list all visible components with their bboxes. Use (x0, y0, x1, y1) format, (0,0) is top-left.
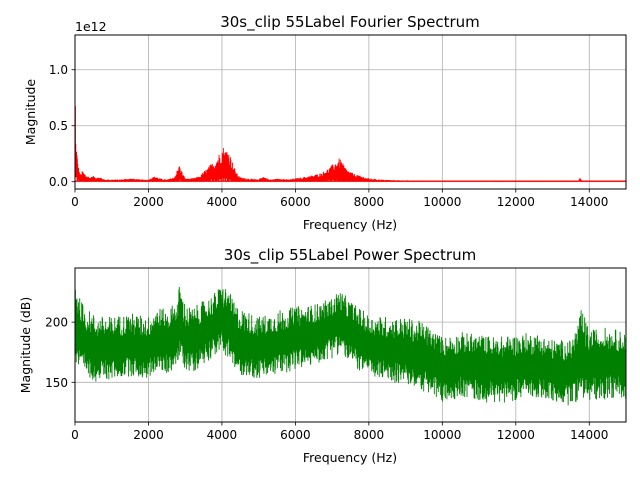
fourier-offset-label: 1e12 (75, 19, 107, 34)
fourier-xlabel: Frequency (Hz) (303, 217, 397, 232)
fourier-ytick-label: 0.0 (49, 175, 68, 189)
power-ytick-label: 150 (45, 376, 68, 390)
fourier-axes-frame (74, 34, 627, 190)
fourier-xtick-label: 4000 (207, 195, 238, 209)
fourier-xtick-label: 12000 (497, 195, 535, 209)
power-ylabel: Magnitude (dB) (18, 297, 33, 393)
fourier-xtick-label: 10000 (423, 195, 461, 209)
power-title: 30s_clip 55Label Power Spectrum (224, 246, 476, 265)
fourier-xtick-label: 0 (71, 195, 79, 209)
fourier-title: 30s_clip 55Label Fourier Spectrum (220, 13, 480, 32)
power-spectrum-panel: 0 2000 4000 6000 8000 10000 12000 14000 150 200 3… (18, 246, 627, 465)
fourier-ytick-label: 0.5 (49, 119, 68, 133)
power-xlabel: Frequency (Hz) (303, 450, 397, 465)
power-xtick-label: 2000 (133, 428, 164, 442)
power-xtick-label: 6000 (280, 428, 311, 442)
power-xtick-label: 8000 (354, 428, 385, 442)
fourier-xtick-label: 14000 (570, 195, 608, 209)
power-xtick-label: 10000 (423, 428, 461, 442)
power-xtick-label: 4000 (207, 428, 238, 442)
power-ytick-label: 200 (45, 316, 68, 330)
fourier-series (75, 60, 626, 182)
fourier-spectrum-panel: 0 2000 4000 6000 8000 10000 12000 14000 0.0 0.5 1.… (23, 13, 627, 232)
power-axes-frame (74, 267, 627, 423)
power-ticks: 0 2000 4000 6000 8000 10000 12000 14000 150 200 (45, 316, 608, 442)
power-spectrum-trace (75, 285, 626, 406)
fourier-xtick-label: 2000 (133, 195, 164, 209)
power-series (75, 285, 626, 406)
fourier-ticks: 0 2000 4000 6000 8000 10000 12000 14000 0.0 0.5 1.… (49, 63, 608, 209)
fourier-ytick-label: 1.0 (49, 63, 68, 77)
power-xtick-label: 12000 (497, 428, 535, 442)
fourier-xtick-label: 8000 (354, 195, 385, 209)
power-xtick-label: 14000 (570, 428, 608, 442)
power-xtick-label: 0 (71, 428, 79, 442)
fourier-ylabel: Magnitude (23, 79, 38, 146)
fourier-xtick-label: 6000 (280, 195, 311, 209)
